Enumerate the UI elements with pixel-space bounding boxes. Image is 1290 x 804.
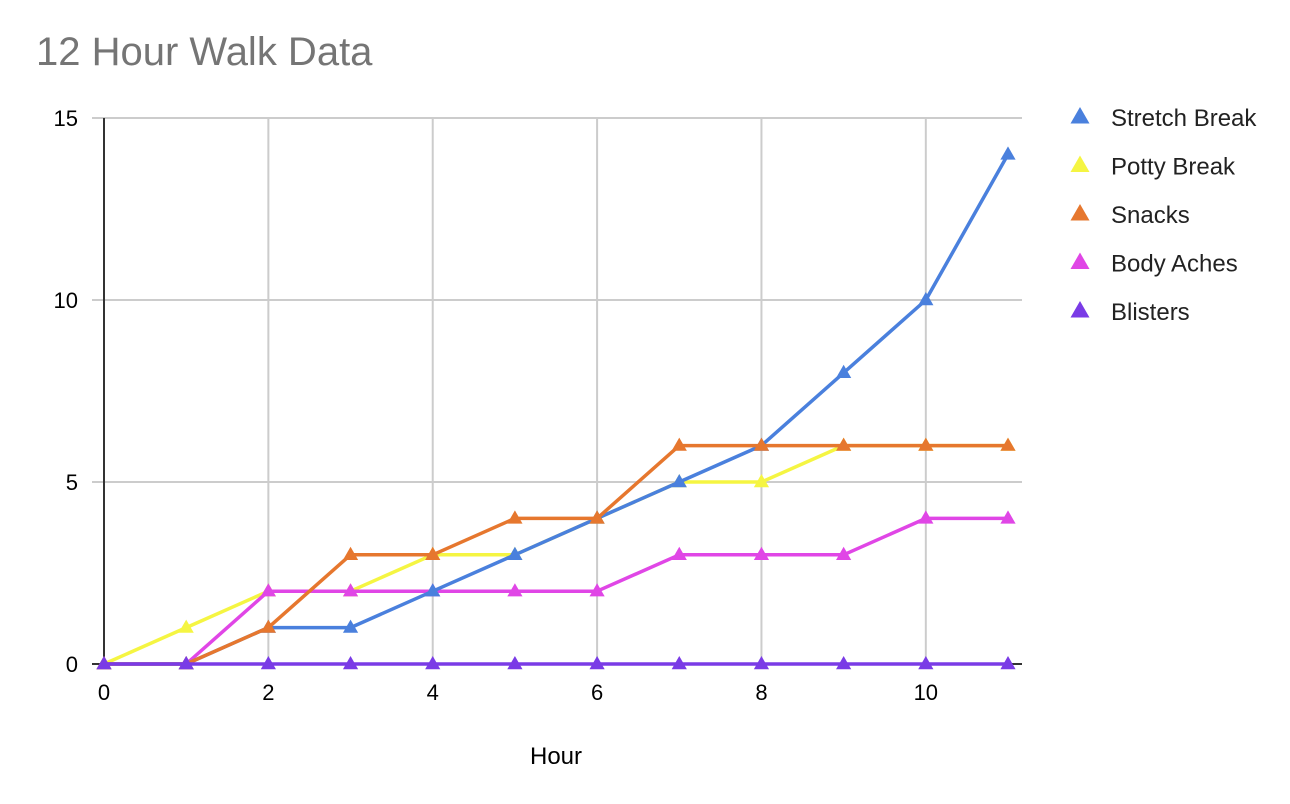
data-point-marker: [507, 510, 523, 524]
data-point-marker: [671, 656, 687, 670]
data-point-marker: [342, 583, 359, 597]
data-point-marker: [753, 656, 770, 670]
legend-label: Blisters: [1111, 299, 1190, 326]
data-point-marker: [836, 364, 852, 378]
series-line: [104, 516, 1008, 666]
data-point-marker: [342, 656, 359, 670]
legend-label: Body Aches: [1111, 251, 1238, 278]
legend-marker: [1070, 204, 1090, 221]
data-point-marker: [342, 619, 359, 633]
legend-label: Potty Break: [1111, 154, 1236, 181]
legend-marker: [1070, 155, 1090, 172]
data-point-marker: [260, 619, 276, 633]
data-point-marker: [260, 656, 276, 670]
data-point-marker: [671, 437, 687, 451]
data-point-marker: [918, 656, 934, 670]
data-point-marker: [589, 510, 605, 524]
y-tick-label: 10: [54, 288, 78, 313]
x-tick-label: 10: [914, 680, 938, 705]
data-point-marker: [260, 583, 276, 597]
chart-title: 12 Hour Walk Data: [36, 30, 373, 74]
series-line: [104, 153, 1010, 666]
legend-label: Stretch Break: [1111, 105, 1257, 132]
data-point-marker: [425, 583, 441, 597]
x-tick-label: 6: [591, 680, 603, 705]
legend-item: Body Aches: [1070, 251, 1238, 278]
data-point-marker: [918, 510, 934, 524]
data-point-marker: [507, 546, 523, 560]
x-tick-label: 4: [427, 680, 439, 705]
y-tick-label: 15: [54, 106, 78, 131]
legend-marker: [1070, 301, 1090, 318]
data-point-marker: [836, 546, 852, 560]
series-line: [104, 443, 1008, 666]
data-point-marker: [918, 437, 934, 451]
data-point-marker: [836, 437, 852, 451]
data-point-marker: [753, 437, 770, 451]
data-point-marker: [507, 656, 523, 670]
series-body-aches: [96, 510, 1016, 670]
x-axis-title: Hour: [530, 743, 582, 770]
y-tick-label: 0: [66, 652, 78, 677]
legend-label: Snacks: [1111, 202, 1190, 229]
x-tick-label: 2: [262, 680, 274, 705]
data-point-marker: [671, 474, 687, 488]
data-point-marker: [918, 292, 934, 306]
data-point-marker: [753, 474, 770, 488]
data-point-marker: [1000, 510, 1016, 524]
y-tick-label: 5: [66, 470, 78, 495]
legend: Stretch Break Potty Break Snacks Body Aches…: [1070, 105, 1257, 326]
data-point-marker: [425, 656, 441, 670]
grid: [92, 117, 1022, 664]
data-point-marker: [507, 583, 523, 597]
data-point-marker: [178, 656, 194, 670]
x-tick-label: 8: [755, 680, 767, 705]
x-tick-label: 0: [98, 680, 110, 705]
data-point-marker: [96, 656, 112, 670]
data-point-marker: [589, 583, 605, 597]
axes: 0 5 10 15 0 2 4 6 8 10: [54, 106, 1022, 705]
legend-item: Potty Break: [1070, 154, 1236, 181]
data-point-marker: [589, 656, 605, 670]
data-point-marker: [342, 546, 359, 560]
series-blisters: [96, 656, 1016, 670]
series-line: [103, 443, 1008, 666]
data-point-marker: [671, 546, 687, 560]
legend-marker: [1070, 252, 1090, 269]
data-point-marker: [178, 619, 194, 633]
series-group: [96, 146, 1016, 670]
data-point-marker: [753, 546, 770, 560]
series-snacks: [96, 437, 1016, 670]
legend-item: Blisters: [1070, 299, 1190, 326]
legend-item: Stretch Break: [1070, 105, 1257, 132]
legend-marker: [1070, 107, 1090, 124]
legend-item: Snacks: [1070, 202, 1190, 229]
series-potty-break: [96, 437, 1016, 670]
data-point-marker: [1000, 437, 1016, 451]
data-point-marker: [1000, 146, 1016, 160]
data-point-marker: [1000, 656, 1016, 670]
data-point-marker: [836, 656, 852, 670]
data-point-marker: [425, 546, 441, 560]
